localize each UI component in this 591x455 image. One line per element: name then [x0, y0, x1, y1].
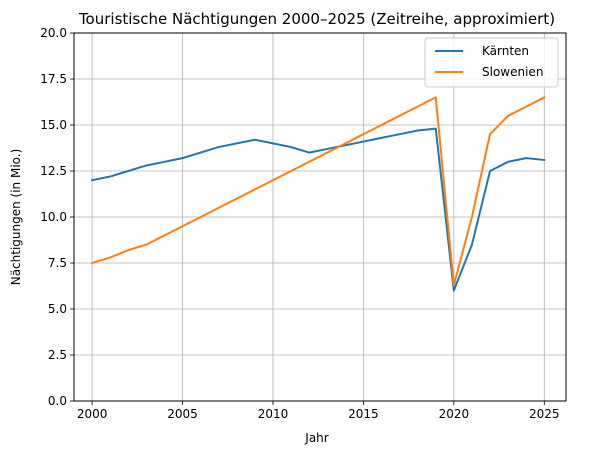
- x-axis-label: Jahr: [304, 431, 328, 445]
- y-tick-label: 20.0: [40, 26, 67, 40]
- x-tick-label: 2020: [439, 407, 470, 421]
- x-tick-label: 2015: [348, 407, 379, 421]
- axis-ticks: 2000 2005 2010 2015 2020 2025 0.0 2.5 5.0 7.5 10.0…: [40, 26, 559, 421]
- series-layer: [90, 96, 546, 292]
- y-tick-label: 15.0: [40, 118, 67, 132]
- x-tick-label: 2005: [167, 407, 198, 421]
- series-line-karnten: [90, 127, 546, 292]
- x-tick-label: 2010: [258, 407, 289, 421]
- legend-label-slowenien: Slowenien: [482, 65, 543, 79]
- y-tick-label: 5.0: [48, 302, 67, 316]
- x-tick-label: 2000: [77, 407, 108, 421]
- legend-label-karnten: Kärnten: [482, 44, 529, 58]
- chart-title: Touristische Nächtigungen 2000–2025 (Zei…: [78, 10, 555, 28]
- y-tick-label: 10.0: [40, 210, 67, 224]
- y-tick-label: 17.5: [40, 72, 67, 86]
- y-tick-label: 7.5: [48, 256, 67, 270]
- y-tick-label: 2.5: [48, 348, 67, 362]
- legend: Kärnten Slowenien: [424, 37, 559, 88]
- y-tick-label: 0.0: [48, 394, 67, 408]
- y-tick-label: 12.5: [40, 164, 67, 178]
- y-axis-label: Nächtigungen (in Mio.): [9, 149, 23, 286]
- series-line-slowenien: [90, 96, 546, 287]
- x-tick-label: 2025: [529, 407, 560, 421]
